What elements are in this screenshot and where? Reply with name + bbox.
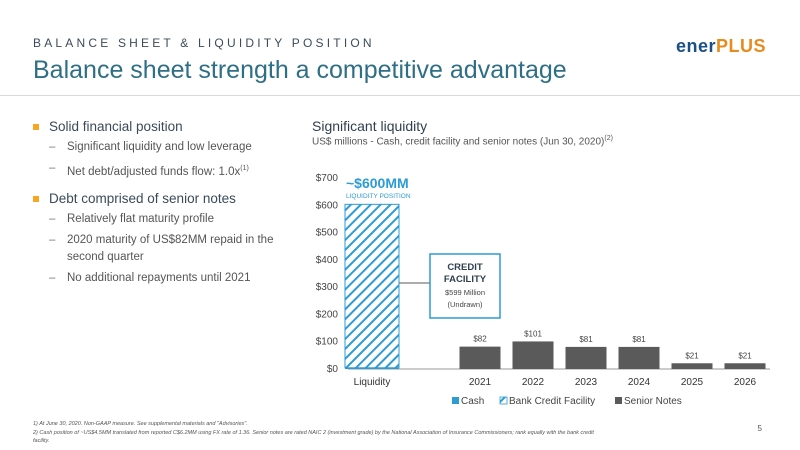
y-tick-label: $500 (316, 228, 339, 239)
liquidity-annotation: ~$600MM (346, 175, 409, 191)
sub-bullet: Relatively flat maturity profile (33, 211, 303, 228)
x-tick-label: 2022 (522, 377, 545, 388)
data-label-2026: $21 (738, 351, 752, 360)
bullet-senior-notes: Debt comprised of senior notes (33, 191, 303, 206)
enerplus-logo: enerPLUS (675, 36, 766, 56)
callout-text: $599 Million (445, 288, 485, 297)
bar-senior-notes-2021 (459, 346, 501, 369)
sub-bullet: Significant liquidity and low leverage (33, 139, 303, 156)
legend-label: Cash (461, 396, 484, 407)
liquidity-annotation-sub: LIQUIDITY POSITION (346, 193, 411, 200)
y-tick-label: $600 (316, 200, 339, 211)
sub-bullet: Net debt/adjusted funds flow: 1.0x(1) (33, 160, 303, 181)
x-tick-label: 2026 (734, 377, 757, 388)
bullet-financial-position: Solid financial position (33, 119, 303, 134)
legend-swatch (499, 396, 508, 405)
chart-subtitle: US$ millions - Cash, credit facility and… (312, 135, 613, 148)
section-eyebrow: BALANCE SHEET & LIQUIDITY POSITION (33, 36, 375, 50)
y-tick-label: $400 (316, 255, 339, 266)
legend-label: Senior Notes (624, 396, 682, 407)
legend-swatch (615, 397, 622, 404)
y-tick-label: $0 (327, 364, 339, 375)
bar-cash (345, 367, 399, 369)
x-tick-label: 2024 (628, 377, 651, 388)
legend-label: Bank Credit Facility (509, 396, 595, 407)
data-label-2024: $81 (632, 335, 646, 344)
chart-title: Significant liquidity (312, 118, 428, 134)
y-tick-label: $700 (316, 173, 339, 184)
bar-senior-notes-2023 (565, 346, 607, 369)
bar-bank-credit-facility (344, 203, 400, 369)
bar-senior-notes-2026 (724, 363, 766, 369)
y-tick-label: $100 (316, 337, 339, 348)
footnote-2: 2) Cash position of ~US$4.5MM translated… (33, 430, 594, 436)
callout-text: CREDIT (447, 262, 483, 273)
sub-bullet: 2020 maturity of US$82MM repaid in the s… (33, 232, 303, 266)
x-tick-label: 2021 (469, 377, 492, 388)
bullet-list: Solid financial position Significant liq… (33, 119, 303, 291)
y-tick-label: $200 (316, 309, 339, 320)
legend-swatch (452, 397, 459, 404)
bar-senior-notes-2022 (512, 341, 554, 369)
x-tick-label: 2025 (681, 377, 704, 388)
data-label-2022: $101 (524, 329, 542, 338)
credit-facility-callout (429, 253, 501, 319)
y-tick-label: $300 (316, 282, 339, 293)
callout-text: (Undrawn) (447, 300, 483, 309)
page-title: Balance sheet strength a competitive adv… (33, 56, 567, 84)
data-label-2023: $81 (579, 335, 593, 344)
x-tick-label: Liquidity (354, 377, 391, 388)
callout-text: FACILITY (444, 274, 487, 285)
page-number: 5 (757, 424, 762, 433)
header-divider (0, 95, 800, 96)
data-label-2025: $21 (685, 351, 699, 360)
sub-bullet: No additional repayments until 2021 (33, 270, 303, 287)
bar-senior-notes-2025 (671, 363, 713, 369)
footnote-ref: (1) (240, 165, 249, 172)
x-tick-label: 2023 (575, 377, 598, 388)
bar-senior-notes-2024 (618, 346, 660, 369)
footnote-2-cont: facility. (33, 438, 50, 444)
liquidity-bar-chart: $0 $100 $200 $300 $400 $500 $600 $700 $82 $101 $8… (316, 173, 770, 407)
data-label-2021: $82 (473, 335, 487, 344)
footnote-1: 1) At June 30, 2020. Non-GAAP measure. S… (33, 421, 248, 427)
